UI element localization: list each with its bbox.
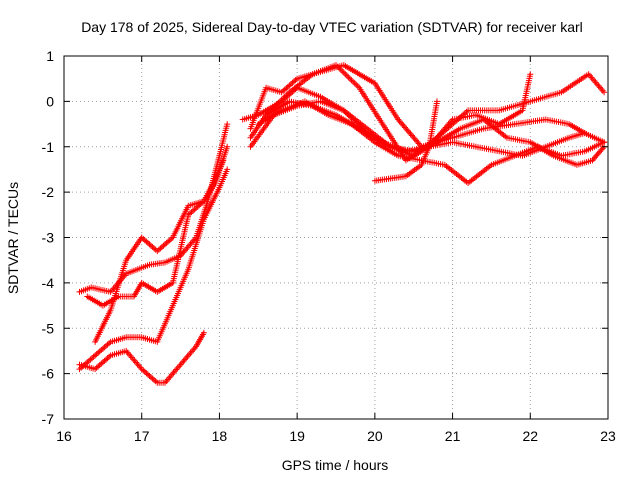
series-day-11	[263, 98, 608, 159]
series-layer	[76, 62, 608, 386]
series-day-4	[76, 166, 231, 373]
series-day-5	[76, 329, 207, 386]
y-tick-label: 0	[46, 93, 54, 109]
series-day-8	[247, 62, 534, 164]
x-tick-label: 20	[367, 428, 383, 444]
x-tick-label: 21	[445, 428, 461, 444]
y-tick-label: 1	[46, 48, 54, 64]
plus-markers	[84, 157, 227, 309]
y-tick-label: -2	[42, 184, 55, 200]
y-axis-label: SDTVAR / TECUs	[5, 182, 21, 294]
chart-title: Day 178 of 2025, Sidereal Day-to-day VTE…	[81, 19, 583, 35]
y-tick-label: -3	[42, 230, 55, 246]
x-tick-label: 23	[600, 428, 616, 444]
x-tick-label: 17	[134, 428, 150, 444]
x-tick-label: 19	[289, 428, 305, 444]
y-tick-label: -7	[42, 411, 55, 427]
x-tick-label: 22	[522, 428, 538, 444]
plus-markers	[76, 329, 207, 386]
y-tick-label: -6	[42, 366, 55, 382]
y-tick-label: -1	[42, 139, 55, 155]
plus-markers	[76, 166, 231, 373]
plus-markers	[371, 98, 440, 184]
series-day-12	[371, 98, 440, 184]
y-tick-label: -5	[42, 320, 55, 336]
plus-markers	[263, 98, 608, 159]
plus-markers	[92, 143, 231, 345]
series-day-3	[92, 143, 231, 345]
x-tick-label: 18	[212, 428, 228, 444]
y-tick-label: -4	[42, 275, 55, 291]
axes: 16 17 18 19 20 21 22 23 1 0 -1 -2 -3 -4 -5 -6 -7	[42, 48, 616, 444]
x-axis-label: GPS time / hours	[282, 457, 389, 473]
x-tick-label: 16	[56, 428, 72, 444]
series-day-6	[247, 62, 588, 150]
